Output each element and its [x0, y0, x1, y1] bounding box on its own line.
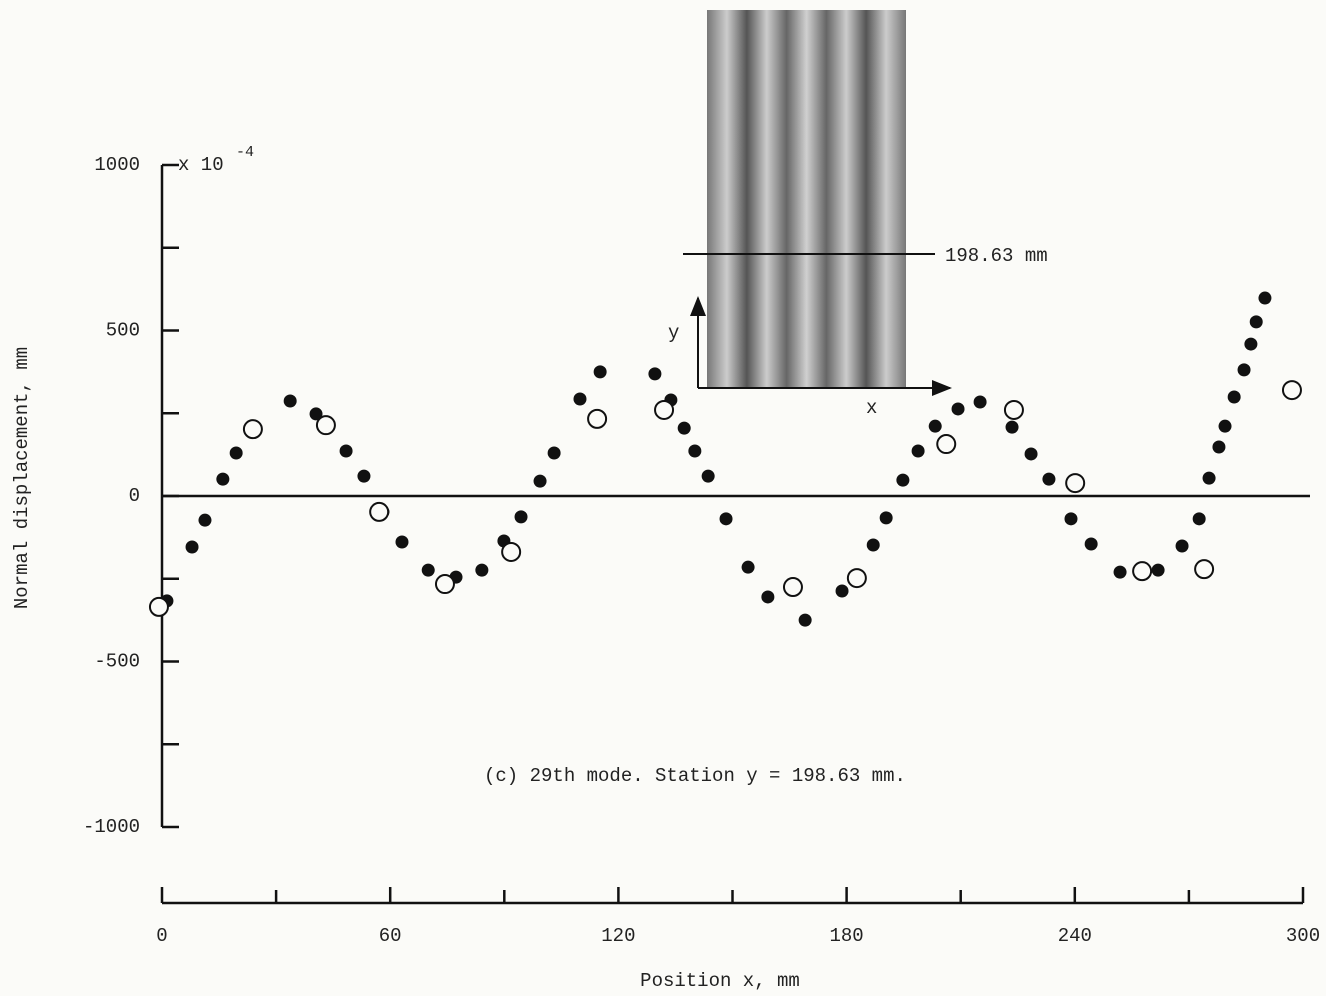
caption: (c) 29th mode. Station y = 198.63 mm.: [484, 765, 906, 787]
y-axis-label: Normal displacement, mm: [11, 347, 33, 609]
inset-y-label: y: [668, 322, 679, 344]
scale-exponent: -4: [236, 144, 254, 161]
filled-point: [475, 563, 489, 577]
filled-point: [866, 538, 880, 552]
filled-point: [1249, 315, 1263, 329]
filled-point: [357, 469, 371, 483]
filled-point: [1258, 291, 1272, 305]
filled-point: [951, 402, 965, 416]
filled-point: [283, 394, 297, 408]
open-point: [1194, 559, 1215, 580]
open-point: [1132, 561, 1153, 582]
filled-point: [761, 590, 775, 604]
filled-point: [593, 365, 607, 379]
open-point: [936, 434, 957, 455]
filled-point: [1113, 565, 1127, 579]
x-tick-label: 60: [379, 925, 402, 947]
filled-point: [573, 392, 587, 406]
filled-point: [648, 367, 662, 381]
inset-image: [707, 10, 906, 388]
filled-point: [1227, 390, 1241, 404]
station-label: 198.63 mm: [945, 245, 1048, 267]
open-point: [501, 541, 522, 562]
filled-point: [928, 419, 942, 433]
filled-point: [198, 513, 212, 527]
y-tick-label: 0: [129, 485, 140, 507]
x-tick-label: 0: [156, 925, 167, 947]
filled-point: [798, 613, 812, 627]
filled-point: [741, 560, 755, 574]
x-tick-label: 180: [829, 925, 863, 947]
filled-point: [1084, 537, 1098, 551]
filled-point: [309, 407, 323, 421]
filled-point: [688, 444, 702, 458]
open-point: [782, 577, 803, 598]
y-tick-label: 500: [106, 320, 140, 342]
x-axis-label: Position x, mm: [640, 970, 800, 992]
filled-point: [835, 584, 849, 598]
filled-point: [185, 540, 199, 554]
filled-point: [719, 512, 733, 526]
open-point: [846, 568, 867, 589]
y-tick-label: -500: [94, 651, 140, 673]
open-point: [1281, 380, 1302, 401]
y-tick-label: -1000: [83, 816, 140, 838]
filled-point: [1244, 337, 1258, 351]
open-point: [1003, 399, 1024, 420]
filled-point: [229, 446, 243, 460]
filled-point: [879, 511, 893, 525]
open-point: [587, 408, 608, 429]
filled-point: [1064, 512, 1078, 526]
filled-point: [1237, 363, 1251, 377]
inset-x-label: x: [866, 397, 877, 419]
open-point: [1065, 473, 1086, 494]
filled-point: [533, 474, 547, 488]
scale-label: x 10: [178, 154, 224, 176]
filled-point: [1218, 419, 1232, 433]
open-point: [148, 596, 169, 617]
filled-point: [1192, 512, 1206, 526]
filled-point: [1042, 472, 1056, 486]
filled-point: [1175, 539, 1189, 553]
filled-point: [1151, 563, 1165, 577]
open-point: [242, 419, 263, 440]
open-point: [315, 415, 336, 436]
filled-point: [1005, 420, 1019, 434]
filled-point: [973, 395, 987, 409]
filled-point: [547, 446, 561, 460]
filled-point: [911, 444, 925, 458]
filled-point: [339, 444, 353, 458]
filled-point: [1202, 471, 1216, 485]
filled-point: [1024, 447, 1038, 461]
filled-point: [421, 563, 435, 577]
y-tick-label: 1000: [94, 154, 140, 176]
x-tick-label: 120: [601, 925, 635, 947]
filled-point: [1212, 440, 1226, 454]
filled-point: [395, 535, 409, 549]
filled-point: [216, 472, 230, 486]
filled-point: [677, 421, 691, 435]
open-point: [434, 574, 455, 595]
x-tick-label: 240: [1058, 925, 1092, 947]
filled-point: [701, 469, 715, 483]
filled-point: [514, 510, 528, 524]
filled-point: [896, 473, 910, 487]
open-point: [369, 501, 390, 522]
open-point: [654, 399, 675, 420]
x-tick-label: 300: [1286, 925, 1320, 947]
